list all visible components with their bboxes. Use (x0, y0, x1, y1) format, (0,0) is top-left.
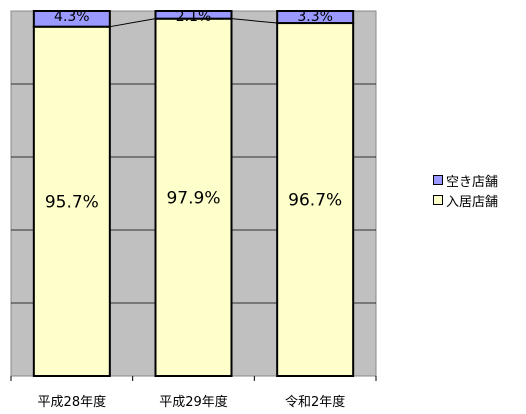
legend-item-occupied: 入居店舗 (433, 190, 498, 210)
legend-label-vacant: 空き店舗 (446, 174, 499, 190)
data-label: 97.9% (166, 188, 220, 208)
data-label: 95.7% (45, 192, 99, 212)
x-tick-label: 平成28年度 (38, 394, 107, 410)
data-label: 4.3% (54, 9, 90, 25)
data-label: 96.7% (288, 191, 342, 211)
data-label: 3.3% (297, 9, 333, 25)
legend: 空き店舗 入居店舗 (433, 170, 498, 210)
x-tick-label: 令和2年度 (285, 394, 345, 410)
x-tick-label: 平成29年度 (159, 394, 228, 410)
legend-item-vacant: 空き店舗 (433, 170, 498, 190)
bar-segment (32, 25, 111, 377)
bar-segment (276, 22, 355, 377)
series-line (231, 18, 278, 24)
legend-label-occupied: 入居店舗 (446, 194, 499, 210)
data-label: 2.1% (176, 9, 212, 25)
bar-segment (154, 10, 233, 20)
bar-segment (276, 10, 355, 25)
series-line (109, 18, 156, 28)
legend-swatch-vacant (433, 175, 443, 185)
bar-segment (32, 10, 111, 28)
legend-swatch-occupied (433, 195, 443, 205)
